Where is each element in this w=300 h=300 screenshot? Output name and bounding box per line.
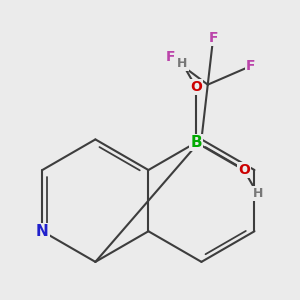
Text: O: O — [238, 163, 250, 177]
Text: F: F — [208, 31, 218, 45]
Text: O: O — [190, 80, 202, 94]
Text: F: F — [246, 59, 256, 73]
Text: H: H — [253, 188, 263, 200]
Text: N: N — [36, 224, 49, 239]
Text: B: B — [190, 135, 202, 150]
Text: F: F — [165, 50, 175, 64]
Text: H: H — [177, 57, 188, 70]
